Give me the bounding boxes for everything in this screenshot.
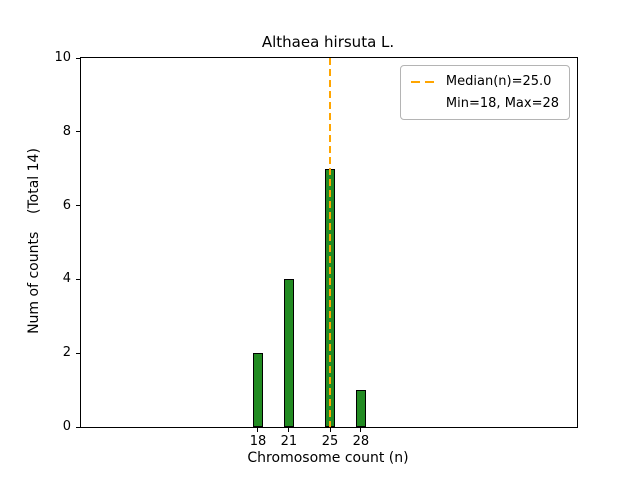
y-tick-mark-2 <box>76 352 80 354</box>
x-axis-label: Chromosome count (n) <box>247 450 409 466</box>
legend-label-minmax: Min=18, Max=28 <box>445 96 559 111</box>
legend-label-median: Median(n)=25.0 <box>445 74 552 89</box>
x-tick-mark-25 <box>329 428 331 432</box>
y-tick-mark-10 <box>76 57 80 59</box>
x-tick-label-18: 18 <box>249 434 267 449</box>
legend-entry-minmax: Min=18, Max=28 <box>411 95 559 112</box>
x-tick-label-25: 25 <box>321 434 339 449</box>
legend-entry-median: Median(n)=25.0 <box>410 73 559 90</box>
legend: Median(n)=25.0 Min=18, Max=28 <box>399 65 570 120</box>
chart-title: Althaea hirsuta L. <box>261 33 395 51</box>
y-tick-mark-0 <box>76 426 80 428</box>
y-tick-label-2: 2 <box>62 345 71 361</box>
x-tick-label-21: 21 <box>280 434 298 449</box>
y-tick-mark-4 <box>76 278 80 280</box>
y-tick-label-10: 10 <box>54 50 71 65</box>
y-tick-label-6: 6 <box>62 197 71 213</box>
y-axis-label: Num of counts (Total 14) <box>26 148 42 334</box>
median-line <box>329 58 332 427</box>
median-dashed-line-icon <box>410 80 438 83</box>
bar-21 <box>283 279 294 427</box>
x-tick-mark-28 <box>360 428 362 432</box>
y-tick-label-8: 8 <box>62 123 71 139</box>
bar-18 <box>252 353 264 427</box>
plot-area: Median(n)=25.0 Min=18, Max=28 18 21 25 28 0 2… <box>54 50 578 449</box>
x-tick-mark-21 <box>288 428 290 432</box>
x-tick-mark-18 <box>257 428 259 432</box>
bar-28 <box>355 390 367 427</box>
legend-spacer <box>411 103 438 105</box>
y-tick-mark-6 <box>76 205 80 207</box>
y-tick-label-4: 4 <box>62 271 71 287</box>
y-tick-mark-8 <box>76 131 80 133</box>
x-tick-label-28: 28 <box>352 434 370 449</box>
y-tick-label-0: 0 <box>62 419 71 434</box>
